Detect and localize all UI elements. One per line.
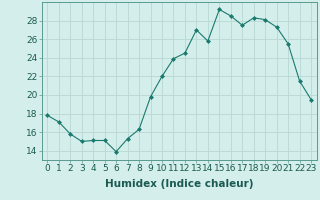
- X-axis label: Humidex (Indice chaleur): Humidex (Indice chaleur): [105, 179, 253, 189]
